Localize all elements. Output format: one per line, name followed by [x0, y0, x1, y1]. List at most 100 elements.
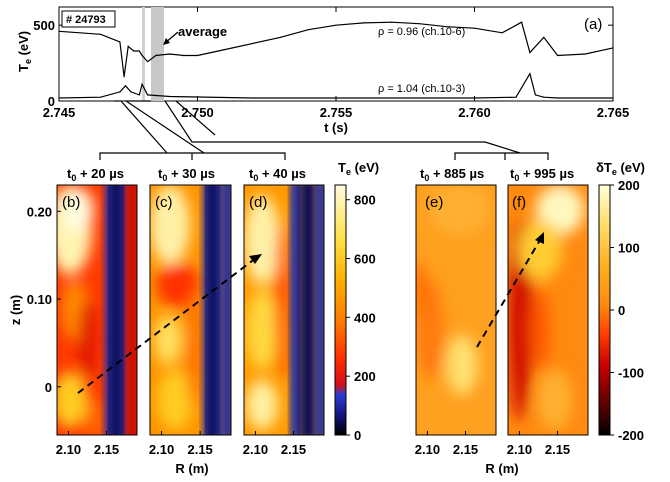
series-0-point	[543, 36, 545, 38]
time-label-f: t0 + 995 µs	[510, 166, 574, 183]
colorbar-te-tick-label: 400	[354, 310, 376, 325]
propagation-arrowhead-te	[249, 254, 262, 264]
series-1-point	[141, 83, 143, 85]
z-tick-label: 0.20	[27, 204, 52, 219]
series-0-point	[363, 22, 365, 24]
r-tick-label: 2.15	[545, 442, 570, 457]
heatmap-e-frame	[415, 184, 497, 436]
colorbar-dte	[598, 184, 611, 436]
z-tick-label: 0	[45, 380, 52, 395]
colorbar-dte-tick-label: 200	[618, 178, 640, 193]
series-1-point	[130, 91, 132, 93]
shot-label: # 24793	[66, 14, 106, 26]
heatmap-d	[244, 185, 324, 435]
colorbar-te-tick-label: 600	[354, 252, 376, 267]
average-window-bar	[151, 7, 164, 101]
r-axis: 2.10 2.15 2.10 2.15 2.10 2.15 2.10 2.15 2.10 2.15	[56, 431, 570, 457]
colorbar-ticks: 0 200 400 600 800 200 100 0 -100 -200	[346, 178, 644, 443]
series-line-1	[58, 72, 613, 99]
colorbar-dte-tick-label: 100	[618, 241, 640, 256]
r-tick-label: 2.10	[149, 442, 174, 457]
r-tick-label: 2.10	[415, 442, 440, 457]
colorbar-dte-title: δTe (eV)	[596, 160, 645, 177]
heatmap-f	[508, 185, 588, 435]
colorbar-te-tick-label: 200	[354, 369, 376, 384]
heatmap-e-label: (e)	[425, 194, 443, 211]
panel-a-ylabel: Te (eV)	[16, 31, 33, 72]
connector-right	[164, 100, 521, 154]
z-axis-label: z (m)	[8, 295, 23, 325]
series-0-point	[557, 54, 559, 57]
r-tick-label: 2.15	[281, 442, 306, 457]
series-0-point	[58, 30, 60, 32]
series-1-point	[169, 95, 171, 98]
colorbar-dte-tick-label: -100	[618, 366, 644, 381]
colorbar-te-tick-label: 0	[354, 428, 361, 443]
series-0-point	[473, 27, 476, 29]
x-tick-label: 2.755	[320, 105, 353, 120]
heatmap-c	[150, 185, 231, 435]
series-0-point	[141, 54, 143, 57]
series-1-point	[147, 94, 149, 96]
heatmap-b-label: (b)	[62, 194, 80, 211]
colorbar-dte-tick-label: 0	[618, 303, 625, 318]
series-1-point	[124, 85, 127, 87]
panel-a: 2.745 2.750 2.755 2.760 2.765 0 500 # 24793 (a…	[16, 6, 629, 135]
colorbar-te-title: Te (eV)	[338, 160, 379, 177]
heatmap-b-frame	[56, 184, 138, 436]
average-arrowhead	[163, 38, 170, 45]
series-0-point	[127, 45, 129, 48]
connector-left	[114, 100, 168, 154]
colorbar-te-tick-label: 800	[354, 193, 376, 208]
colorbar-dte-tick-label: -200	[618, 428, 644, 443]
series-0-point	[100, 33, 102, 35]
series-1-point	[529, 73, 531, 75]
series-1-point	[515, 96, 517, 98]
x-tick-label: 2.750	[181, 105, 214, 120]
r-axis-label-te: R (m)	[175, 461, 208, 476]
bracket-right	[454, 152, 549, 160]
series-1-point	[119, 91, 121, 93]
series-0-point	[196, 54, 199, 57]
series-0-point	[169, 53, 171, 55]
heatmap-d-frame	[243, 184, 325, 436]
series-1-point	[363, 97, 365, 99]
series-0-point	[183, 54, 185, 57]
panel-a-xlabel: t (s)	[324, 120, 348, 135]
panel-a-series	[58, 21, 614, 99]
series-1-point	[543, 96, 545, 98]
event-marker-bar	[142, 7, 145, 101]
heatmap-c-frame	[149, 184, 232, 436]
x-tick-label: 2.765	[597, 105, 630, 120]
propagation-arrow-te	[77, 257, 257, 394]
panel-a-axes: 2.745 2.750 2.755 2.760 2.765 0 500	[33, 7, 629, 120]
connector-avg	[175, 100, 216, 136]
series-1-point	[534, 94, 537, 96]
heatmap-e	[416, 185, 496, 435]
y-tick-label: 500	[33, 18, 55, 33]
average-annotation: average	[178, 24, 227, 39]
r-tick-label: 2.15	[94, 442, 119, 457]
heatmap-d-label: (d)	[249, 194, 267, 211]
series-0-point	[138, 50, 140, 52]
series-1-point	[138, 94, 140, 96]
series-0-point	[446, 26, 448, 28]
r-axis-label-dte: R (m)	[485, 461, 518, 476]
time-label-d: t0 + 40 µs	[249, 166, 306, 183]
series-0-point	[584, 53, 586, 55]
z-tick-label: 0.10	[27, 292, 52, 307]
series-0-point	[418, 23, 420, 25]
series-1-point	[100, 96, 102, 98]
series-1-point	[557, 97, 559, 99]
propagation-arrowhead-dte	[535, 232, 544, 244]
series-0-point	[335, 24, 337, 26]
heatmap-f-label: (f)	[512, 194, 526, 211]
heatmap-f-frame	[507, 184, 589, 436]
time-label-b: t0 + 20 µs	[67, 166, 124, 183]
series-0-point	[529, 51, 531, 54]
series-0-point	[123, 76, 125, 78]
series-0-point	[147, 61, 149, 63]
series-0-point	[133, 50, 135, 52]
heatmap-b	[57, 185, 137, 435]
